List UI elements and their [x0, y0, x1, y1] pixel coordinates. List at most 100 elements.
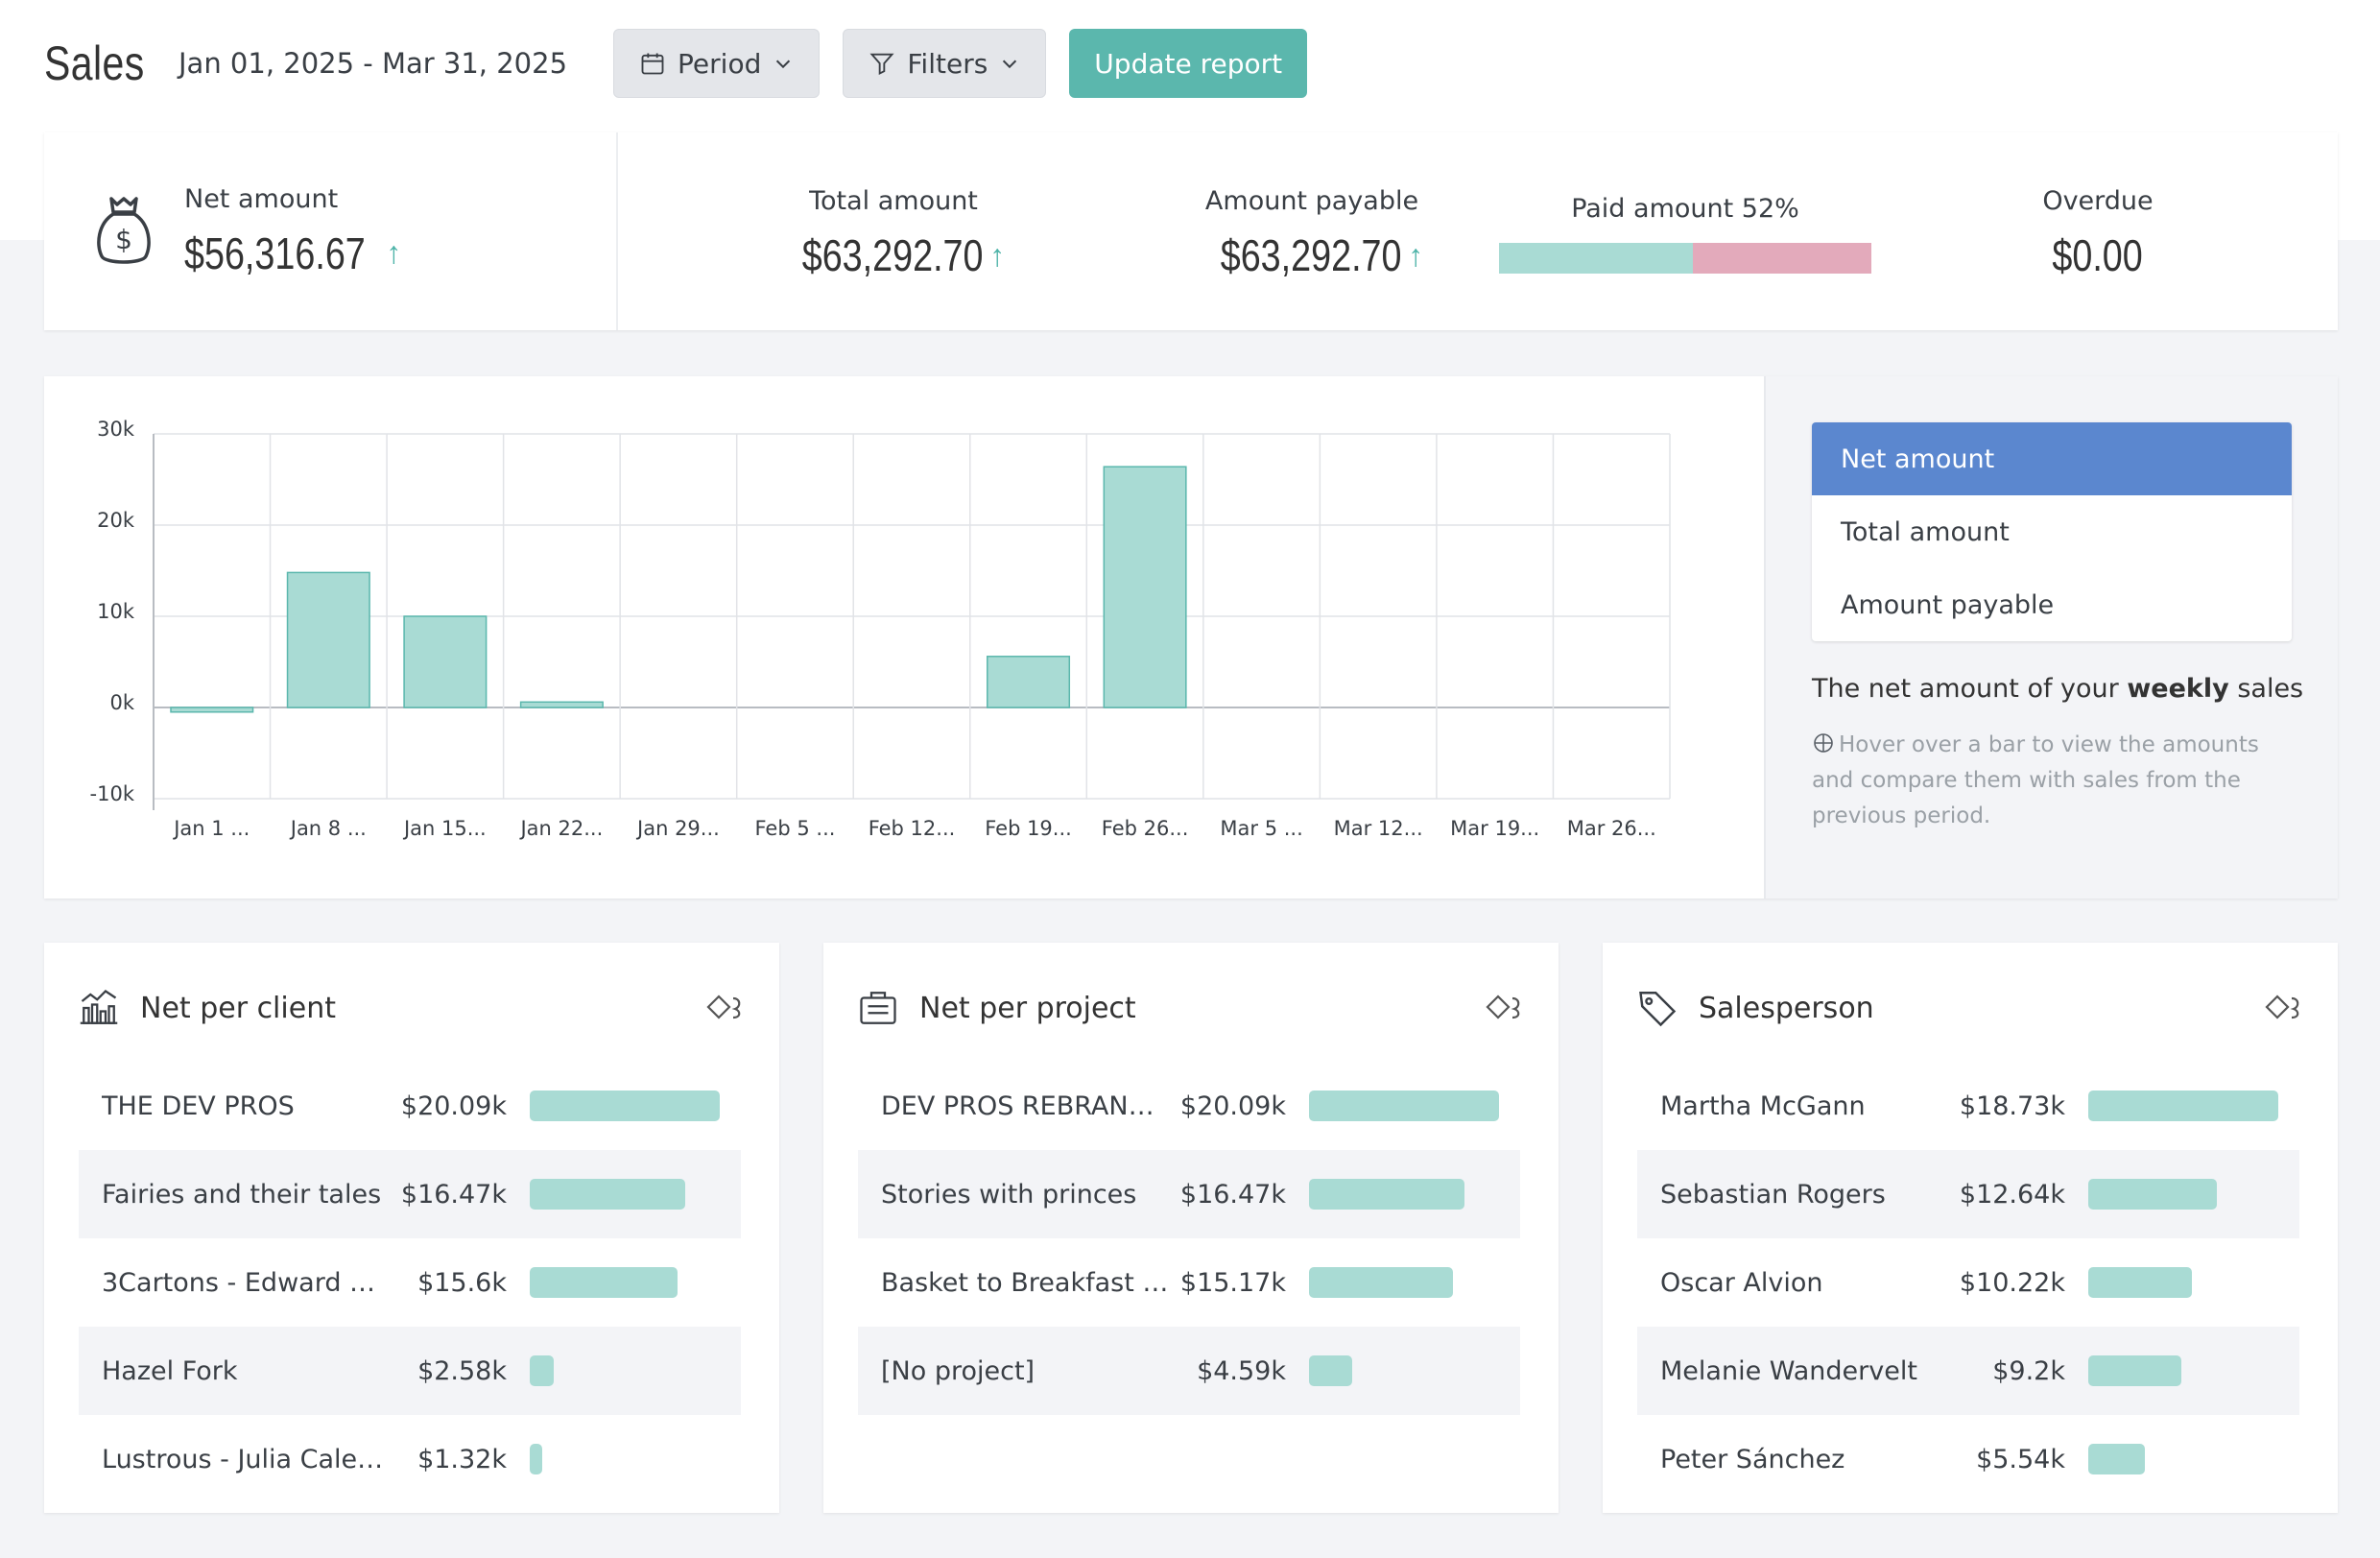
chart-description-suffix: sales: [2228, 674, 2304, 704]
item-amount: $12.64k: [1959, 1179, 2065, 1210]
y-tick-label: 20k: [97, 509, 135, 532]
list-item[interactable]: Martha McGann $18.73k: [1637, 1062, 2299, 1150]
item-bar: [2088, 1444, 2145, 1474]
list-item[interactable]: Fairies and their tales $16.47k: [79, 1150, 741, 1238]
item-bar: [530, 1091, 720, 1121]
chart-icon: [80, 990, 118, 1024]
item-name: Hazel Fork: [102, 1355, 238, 1386]
x-tick-label: Jan 22...: [518, 817, 603, 840]
list-item[interactable]: DEV PROS REBRANDING $20.09k: [858, 1062, 1520, 1150]
date-range: Jan 01, 2025 - Mar 31, 2025: [178, 47, 568, 80]
salesperson-card: Salesperson Martha McGann $18.73k Sebastia…: [1603, 943, 2338, 1513]
arrow-up-icon: ↑: [386, 235, 402, 270]
list-item[interactable]: THE DEV PROS $20.09k: [79, 1062, 741, 1150]
chart-hint: Hover over a bar to view the amounts and…: [1812, 728, 2292, 834]
salesperson-list: Martha McGann $18.73k Sebastian Rogers $12.…: [1637, 1062, 2299, 1503]
item-amount: $4.59k: [1197, 1355, 1286, 1386]
chevron-down-icon: [776, 60, 791, 69]
item-bar: [2088, 1355, 2182, 1386]
sort-toggle-icon[interactable]: [704, 991, 745, 1023]
item-amount: $16.47k: [1179, 1179, 1286, 1210]
metric-selector: Net amount Total amount Amount payable: [1812, 422, 2292, 641]
item-name: 3Cartons - Edward Miller: [102, 1267, 390, 1298]
amount-payable-value: $63,292.70: [1220, 230, 1402, 280]
chart-bar[interactable]: [286, 571, 370, 708]
cursor-hint-icon: [1814, 733, 1833, 753]
x-tick-label: Mar 26...: [1567, 817, 1656, 840]
tag-icon: [1639, 992, 1677, 1027]
card-title-text: Salesperson: [1699, 991, 1874, 1025]
x-tick-label: Mar 19...: [1450, 817, 1539, 840]
filters-label: Filters: [907, 47, 988, 80]
sort-toggle-icon[interactable]: [2263, 991, 2303, 1023]
project-list: DEV PROS REBRANDING $20.09k Stories with p…: [858, 1062, 1520, 1415]
card-title: Net per project: [858, 985, 1136, 1031]
x-tick-label: Jan 1 ...: [172, 817, 250, 840]
item-amount: $18.73k: [1959, 1091, 2065, 1121]
filters-button[interactable]: Filters: [843, 29, 1047, 98]
item-name: Fairies and their tales: [102, 1179, 382, 1210]
chevron-down-icon: [1003, 60, 1017, 69]
item-bar: [1309, 1267, 1453, 1298]
list-item[interactable]: Melanie Wandervelt $9.2k: [1637, 1327, 2299, 1415]
item-name: Melanie Wandervelt: [1660, 1355, 1917, 1386]
item-bar: [530, 1179, 686, 1210]
arrow-up-icon: ↑: [1408, 237, 1424, 273]
chart-description: The net amount of your weekly sales: [1812, 674, 2303, 704]
item-name: Lustrous - Julia Caleski: [102, 1444, 390, 1474]
net-amount-label: Net amount: [184, 183, 339, 214]
item-amount: $5.54k: [1976, 1444, 2065, 1474]
chart-bar[interactable]: [987, 656, 1071, 708]
item-name: Peter Sánchez: [1660, 1444, 1845, 1474]
list-item[interactable]: Peter Sánchez $5.54k: [1637, 1415, 2299, 1503]
x-tick-label: Jan 8 ...: [289, 817, 367, 840]
list-item[interactable]: Hazel Fork $2.58k: [79, 1327, 741, 1415]
chart-bar[interactable]: [403, 615, 488, 708]
amount-payable-label: Amount payable: [1204, 186, 1419, 216]
x-tick-label: Feb 26...: [1102, 817, 1189, 840]
item-name: Stories with princes: [881, 1179, 1137, 1210]
item-amount: $20.09k: [1179, 1091, 1286, 1121]
item-bar: [1309, 1179, 1465, 1210]
net-amount-value: $56,316.67: [184, 228, 366, 278]
metric-option-total-amount[interactable]: Total amount: [1841, 516, 2010, 547]
net-amount-summary: $ Net amount $56,316.67 ↑: [44, 132, 618, 330]
list-item[interactable]: Sebastian Rogers $12.64k: [1637, 1150, 2299, 1238]
list-item[interactable]: Stories with princes $16.47k: [858, 1150, 1520, 1238]
list-item[interactable]: Basket to Breakfast Delivery $15.17k: [858, 1238, 1520, 1327]
y-tick-label: 30k: [97, 418, 135, 441]
period-button[interactable]: Period: [613, 29, 821, 98]
x-tick-label: Jan 15...: [402, 817, 487, 840]
list-item[interactable]: 3Cartons - Edward Miller $15.6k: [79, 1238, 741, 1327]
list-item[interactable]: [No project] $4.59k: [858, 1327, 1520, 1415]
x-tick-label: Mar 12...: [1334, 817, 1423, 840]
x-tick-label: Feb 5 ...: [755, 817, 836, 840]
unpaid-amount-fill: [1692, 243, 1871, 274]
card-title: Salesperson: [1637, 985, 1874, 1031]
chart-bar[interactable]: [1103, 466, 1187, 708]
svg-text:$: $: [115, 224, 132, 255]
item-amount: $10.22k: [1959, 1267, 2065, 1298]
chart-bar[interactable]: [170, 707, 254, 713]
metric-option-net-amount[interactable]: Net amount: [1812, 422, 2292, 495]
sort-toggle-icon[interactable]: [1484, 991, 1524, 1023]
overdue-value: $0.00: [2052, 230, 2144, 280]
x-tick-label: Jan 29...: [635, 817, 720, 840]
list-item[interactable]: Oscar Alvion $10.22k: [1637, 1238, 2299, 1327]
page-header: Sales Jan 01, 2025 - Mar 31, 2025 Period…: [44, 29, 1308, 98]
item-name: THE DEV PROS: [102, 1091, 295, 1121]
paid-amount-summary: Paid amount 52%: [1499, 194, 1871, 274]
metric-option-amount-payable[interactable]: Amount payable: [1841, 589, 2055, 620]
chart-bar[interactable]: [519, 701, 604, 708]
arrow-up-icon: ↑: [989, 237, 1006, 273]
item-name: DEV PROS REBRANDING: [881, 1091, 1169, 1121]
item-amount: $2.58k: [417, 1355, 507, 1386]
list-item[interactable]: Lustrous - Julia Caleski $1.32k: [79, 1415, 741, 1503]
item-bar: [530, 1267, 678, 1298]
paid-amount-bar: [1499, 243, 1871, 274]
item-amount: $16.47k: [400, 1179, 507, 1210]
y-tick-label: 0k: [109, 691, 134, 714]
update-report-button[interactable]: Update report: [1069, 29, 1308, 98]
item-name: Martha McGann: [1660, 1091, 1866, 1121]
overdue-label: Overdue: [2042, 186, 2154, 216]
